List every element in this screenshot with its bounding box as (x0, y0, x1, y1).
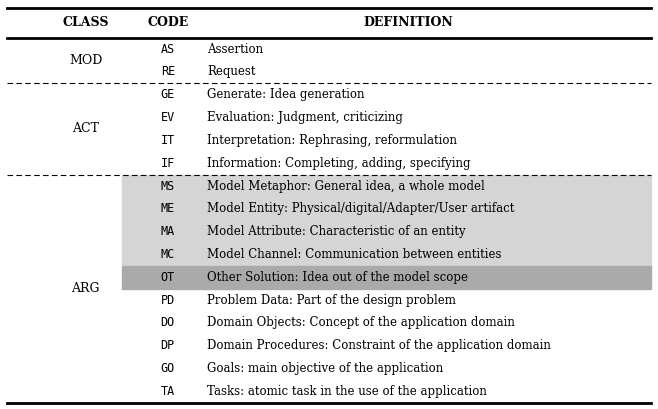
Text: CLASS: CLASS (63, 16, 109, 29)
Text: Other Solution: Idea out of the model scope: Other Solution: Idea out of the model sc… (207, 271, 468, 284)
Text: DO: DO (161, 317, 175, 330)
Text: RE: RE (161, 65, 175, 79)
Text: MA: MA (161, 225, 175, 238)
Text: Domain Procedures: Constraint of the application domain: Domain Procedures: Constraint of the app… (207, 339, 551, 352)
Text: GO: GO (161, 362, 175, 375)
Text: Assertion: Assertion (207, 43, 263, 56)
Text: IT: IT (161, 134, 175, 147)
Text: Model Entity: Physical/digital/Adapter/User artifact: Model Entity: Physical/digital/Adapter/U… (207, 202, 515, 215)
Text: Evaluation: Judgment, criticizing: Evaluation: Judgment, criticizing (207, 111, 403, 124)
Bar (122, 220, 651, 243)
Text: MS: MS (161, 180, 175, 193)
Text: Model Metaphor: General idea, a whole model: Model Metaphor: General idea, a whole mo… (207, 180, 485, 193)
Text: Model Attribute: Characteristic of an entity: Model Attribute: Characteristic of an en… (207, 225, 466, 238)
Text: CODE: CODE (147, 16, 188, 29)
Text: GE: GE (161, 88, 175, 101)
Bar (122, 198, 651, 220)
Text: DP: DP (161, 339, 175, 352)
Bar (122, 243, 651, 266)
Text: IF: IF (161, 157, 175, 170)
Text: ARG: ARG (71, 282, 100, 295)
Text: Information: Completing, adding, specifying: Information: Completing, adding, specify… (207, 157, 470, 170)
Text: OT: OT (161, 271, 175, 284)
Text: DEFINITION: DEFINITION (363, 16, 453, 29)
Bar (122, 266, 651, 289)
Text: ACT: ACT (72, 122, 99, 135)
Text: AS: AS (161, 43, 175, 56)
Text: ME: ME (161, 202, 175, 215)
Text: Interpretation: Rephrasing, reformulation: Interpretation: Rephrasing, reformulatio… (207, 134, 457, 147)
Text: Generate: Idea generation: Generate: Idea generation (207, 88, 365, 101)
Text: MOD: MOD (69, 54, 102, 67)
Text: TA: TA (161, 385, 175, 398)
Bar (122, 175, 651, 198)
Text: Tasks: atomic task in the use of the application: Tasks: atomic task in the use of the app… (207, 385, 487, 398)
Text: Goals: main objective of the application: Goals: main objective of the application (207, 362, 443, 375)
Text: EV: EV (161, 111, 175, 124)
Text: Problem Data: Part of the design problem: Problem Data: Part of the design problem (207, 294, 456, 307)
Text: Request: Request (207, 65, 256, 79)
Text: PD: PD (161, 294, 175, 307)
Text: MC: MC (161, 248, 175, 261)
Text: Model Channel: Communication between entities: Model Channel: Communication between ent… (207, 248, 502, 261)
Text: Domain Objects: Concept of the application domain: Domain Objects: Concept of the applicati… (207, 317, 515, 330)
